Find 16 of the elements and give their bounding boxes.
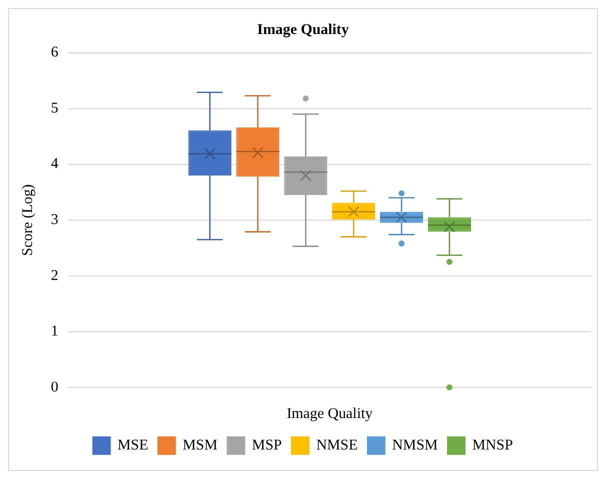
- x-axis-title: Image Quality: [286, 406, 374, 422]
- y-tick-label: 4: [50, 156, 59, 172]
- legend-label: MNSP: [472, 438, 513, 454]
- y-tick-label: 5: [50, 100, 58, 116]
- legend-label: MSP: [252, 438, 282, 454]
- y-axis-title: Score (Log): [20, 184, 36, 256]
- y-tick-label: 2: [50, 268, 58, 284]
- y-tick-label: 0: [50, 379, 58, 396]
- legend-label: MSM: [182, 438, 218, 454]
- y-tick-label: 3: [50, 212, 58, 228]
- y-tick-label: 6: [50, 44, 59, 61]
- y-tick-label: 1: [50, 324, 58, 340]
- legend-label: NMSE: [316, 438, 358, 454]
- legend-label: NMSM: [392, 438, 438, 454]
- chart-title: Image Quality: [257, 22, 350, 38]
- legend-label: MSE: [118, 438, 148, 454]
